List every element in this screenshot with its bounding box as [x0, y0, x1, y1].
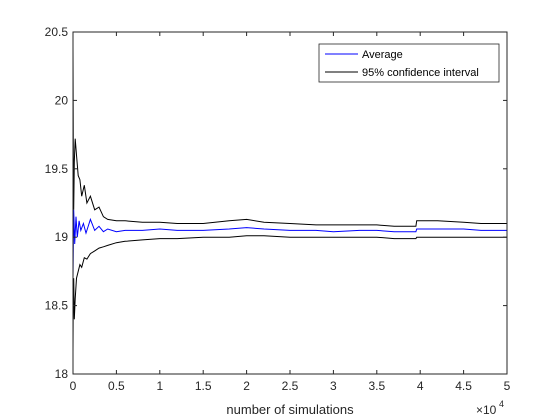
x-tick-label: 5 [504, 379, 511, 393]
x-tick-label: 1 [156, 379, 163, 393]
x-tick-label: 3 [330, 379, 337, 393]
x-tick-label: 2 [243, 379, 250, 393]
x-tick-label: 1.5 [195, 379, 212, 393]
ci-lower-line [72, 235, 507, 354]
x-tick-label: 4.5 [455, 379, 472, 393]
x-tick-label: 2.5 [282, 379, 299, 393]
ci-upper-line [72, 45, 507, 227]
y-tick-label: 19 [55, 230, 69, 244]
x-tick-label: 0.5 [108, 379, 125, 393]
legend-box [318, 43, 500, 83]
x-exponent-base: ×10 [476, 403, 497, 417]
x-tick-label: 3.5 [368, 379, 385, 393]
x-axis-label: number of simulations [226, 402, 354, 417]
y-tick-label: 20 [55, 93, 69, 107]
x-exponent-power: 4 [499, 399, 504, 409]
series-layer [72, 45, 507, 354]
y-tick-label: 19.5 [45, 162, 69, 176]
x-tick-label: 0 [70, 379, 77, 393]
y-tick-label: 18.5 [45, 299, 69, 313]
plot-area [73, 32, 507, 374]
average-line [72, 209, 507, 279]
x-tick-label: 4 [417, 379, 424, 393]
legend-label-ci: 95% confidence interval [362, 67, 479, 79]
ticks-layer: 0 0.5 1 1.5 2 2.5 3 3.5 4 4.5 5 18 18.5 19 19.5 20 20.5 [45, 25, 511, 393]
y-tick-label: 18 [55, 367, 69, 381]
legend-label-average: Average [362, 49, 403, 61]
y-tick-label: 20.5 [45, 25, 69, 39]
legend: Average 95% confidence interval [318, 43, 500, 83]
